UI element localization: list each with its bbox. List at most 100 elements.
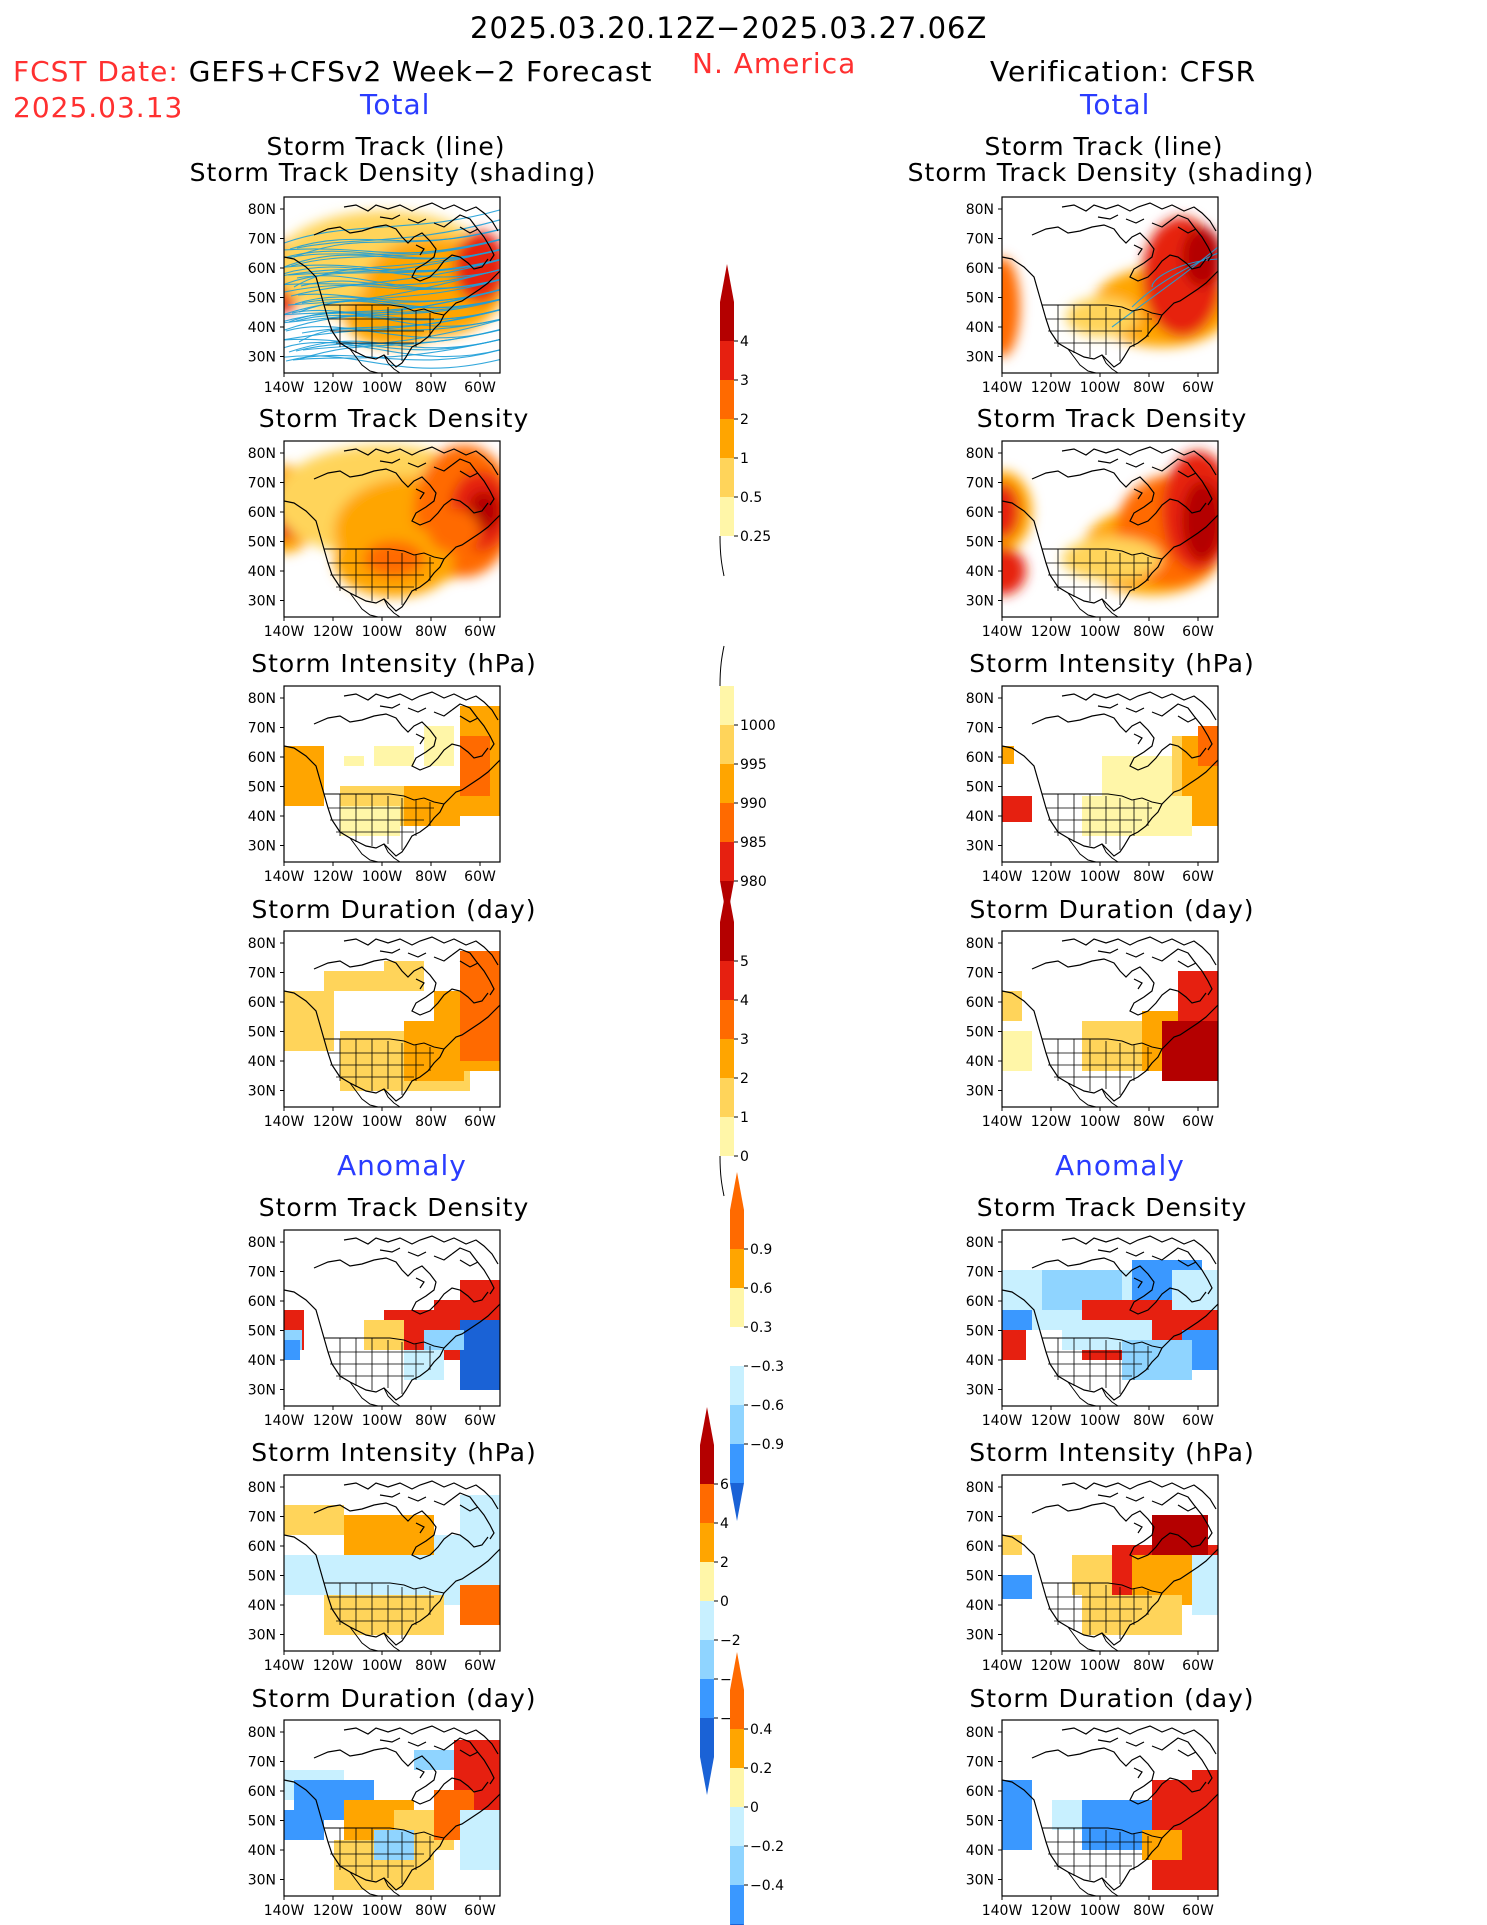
lon-tick-label: 140W — [982, 380, 1023, 396]
forecast-duration-anomaly-map: 80N 70N 60N 50N 40N 30N 140W 120W 100W 80W 60W — [248, 1719, 501, 1919]
lon-tick-label: 60W — [1182, 1413, 1214, 1429]
lon-tick-label: 120W — [1031, 380, 1072, 396]
lat-tick-label: 50N — [966, 1025, 994, 1041]
lon-tick-label: 120W — [1031, 1114, 1072, 1130]
colorbar-label: 990 — [740, 796, 767, 812]
lat-tick-label: 40N — [966, 1843, 994, 1859]
verification-density-anomaly-map: 80N 70N 60N 50N 40N 30N 140W 120W 100W 80W 60W — [966, 1229, 1219, 1429]
lon-tick-label: 100W — [362, 1658, 403, 1674]
lat-tick-label: 80N — [966, 936, 994, 952]
lat-tick-label: 30N — [248, 350, 276, 366]
forecast-intensity-map: 80N 70N 60N 50N 40N 30N 140W 120W 100W 80W 60W — [248, 685, 501, 885]
lon-tick-label: 100W — [362, 1903, 403, 1919]
lat-tick-label: 30N — [966, 839, 994, 855]
lat-tick-label: 70N — [966, 476, 994, 492]
lat-tick-label: 70N — [966, 1265, 994, 1281]
lat-tick-label: 30N — [248, 594, 276, 610]
lat-tick-label: 60N — [966, 750, 994, 766]
lon-tick-label: 80W — [415, 1413, 447, 1429]
lat-tick-label: 30N — [966, 1084, 994, 1100]
lon-tick-label: 80W — [415, 1903, 447, 1919]
fcst-prefix: FCST Date: — [13, 55, 179, 88]
lat-tick-label: 70N — [966, 232, 994, 248]
lat-tick-label: 40N — [248, 1353, 276, 1369]
lon-tick-label: 120W — [313, 1658, 354, 1674]
colorbar-density-anomaly: 0.9 0.6 0.3 −0.3 −0.6 −0.9 — [730, 1172, 784, 1521]
lat-tick-label: 60N — [966, 261, 994, 277]
lon-tick-label: 80W — [415, 1114, 447, 1130]
colorbar-label: −2 — [720, 1633, 741, 1649]
lon-tick-label: 100W — [362, 380, 403, 396]
lon-tick-label: 140W — [264, 380, 305, 396]
lon-tick-label: 60W — [1182, 1903, 1214, 1919]
colorbar-label: 2 — [740, 1071, 749, 1087]
title-density-anom-left: Storm Track Density — [258, 1193, 530, 1222]
lat-tick-label: 40N — [248, 1598, 276, 1614]
lat-tick-label: 50N — [966, 780, 994, 796]
lat-tick-label: 70N — [248, 476, 276, 492]
lon-tick-label: 120W — [1031, 1658, 1072, 1674]
lat-tick-label: 30N — [966, 1628, 994, 1644]
lat-tick-label: 80N — [248, 691, 276, 707]
lat-tick-label: 70N — [248, 1510, 276, 1526]
lon-tick-label: 60W — [464, 869, 496, 885]
colorbar-label: 3 — [740, 1032, 749, 1048]
lon-tick-label: 60W — [1182, 380, 1214, 396]
lon-tick-label: 120W — [313, 624, 354, 640]
lon-tick-label: 100W — [1080, 624, 1121, 640]
colorbar-label: 980 — [740, 874, 767, 890]
lat-tick-label: 50N — [248, 1025, 276, 1041]
lat-tick-label: 40N — [966, 809, 994, 825]
period-title: 2025.03.20.12Z−2025.03.27.06Z — [470, 11, 988, 45]
colorbar-label: 995 — [740, 757, 767, 773]
lon-tick-label: 100W — [1080, 380, 1121, 396]
lon-tick-label: 80W — [1133, 1114, 1165, 1130]
lon-tick-label: 100W — [1080, 1903, 1121, 1919]
lon-tick-label: 100W — [1080, 869, 1121, 885]
verification-label: Verification: CFSR — [990, 55, 1257, 88]
lon-tick-label: 100W — [1080, 1114, 1121, 1130]
lon-tick-label: 120W — [313, 1413, 354, 1429]
colorbar-label: 985 — [740, 835, 767, 851]
lat-tick-label: 30N — [248, 1873, 276, 1889]
fcst-model: GEFS+CFSv2 Week−2 Forecast — [178, 55, 653, 88]
lat-tick-label: 80N — [966, 1480, 994, 1496]
lon-tick-label: 140W — [982, 869, 1023, 885]
colorbar-label: 4 — [740, 993, 749, 1009]
lat-tick-label: 40N — [248, 564, 276, 580]
title-duration-left: Storm Duration (day) — [251, 895, 537, 924]
forecast-track-map: 80N 70N 60N 50N 40N 30N 140W 120W 100W 80W 60W — [248, 196, 501, 396]
colorbar-label: 1 — [740, 1110, 749, 1126]
lon-tick-label: 80W — [1133, 1413, 1165, 1429]
lon-tick-label: 100W — [1080, 1658, 1121, 1674]
lon-tick-label: 140W — [982, 1114, 1023, 1130]
lon-tick-label: 140W — [264, 1903, 305, 1919]
lat-tick-label: 60N — [966, 1784, 994, 1800]
fcst-line: FCST Date: GEFS+CFSv2 Week−2 Forecast — [13, 58, 653, 86]
lat-tick-label: 80N — [966, 202, 994, 218]
lat-tick-label: 60N — [966, 1294, 994, 1310]
lat-tick-label: 50N — [966, 291, 994, 307]
lon-tick-label: 60W — [1182, 1658, 1214, 1674]
colorbar-duration-total: 5 4 3 2 1 0 — [719, 884, 749, 1197]
colorbar-label: 1000 — [740, 718, 776, 734]
colorbar-label: 2 — [740, 412, 749, 428]
lat-tick-label: 70N — [966, 721, 994, 737]
colorbar-label: 5 — [740, 954, 749, 970]
colorbar-label: 6 — [720, 1477, 729, 1493]
lat-tick-label: 70N — [966, 966, 994, 982]
lon-tick-label: 120W — [313, 869, 354, 885]
colorbar-label: 0.2 — [750, 1761, 772, 1777]
lat-tick-label: 40N — [966, 1054, 994, 1070]
lon-tick-label: 140W — [264, 624, 305, 640]
lon-tick-label: 120W — [1031, 869, 1072, 885]
lon-tick-label: 140W — [264, 1658, 305, 1674]
lat-tick-label: 40N — [248, 1843, 276, 1859]
lon-tick-label: 140W — [264, 869, 305, 885]
lon-tick-label: 140W — [982, 1413, 1023, 1429]
lat-tick-label: 60N — [248, 261, 276, 277]
lat-tick-label: 50N — [966, 1569, 994, 1585]
forecast-intensity-anomaly-map: 80N 70N 60N 50N 40N 30N 140W 120W 100W 80W 60W — [248, 1474, 501, 1674]
colorbar-label: 0 — [740, 1149, 749, 1165]
